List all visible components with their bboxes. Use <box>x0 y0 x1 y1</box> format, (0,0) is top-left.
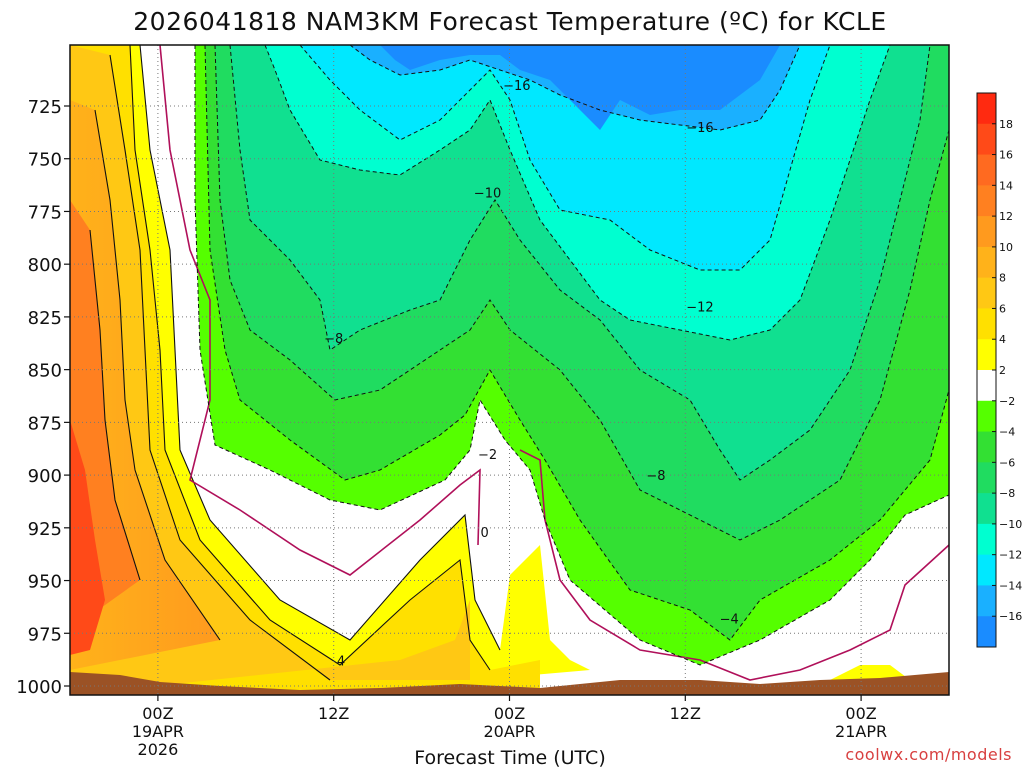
y-tick-label: 725 <box>28 97 62 118</box>
colorbar-label: −2 <box>999 395 1015 408</box>
y-axis: 725 750 775 800 825 850 875 900 925 950 975 1000 <box>16 97 70 698</box>
band-plus2-plus4 <box>70 45 540 695</box>
colorbar-swatch <box>977 585 996 617</box>
colorbar-swatch <box>977 493 996 525</box>
grid-lines <box>70 45 949 695</box>
colorbar-label: 4 <box>999 333 1006 346</box>
contour-label: −4 <box>720 613 739 628</box>
colorbar-label: 8 <box>999 272 1006 285</box>
colorbar-label: −8 <box>999 487 1015 500</box>
contour-minus2 <box>194 45 949 666</box>
colorbar-swatch <box>977 123 996 156</box>
x-tick-date: 21APR <box>835 722 887 741</box>
y-tick-label: 975 <box>28 624 62 645</box>
contour-minus10 <box>264 45 891 341</box>
contour-warm-4 <box>94 109 221 641</box>
colorbar-label: −4 <box>999 426 1015 439</box>
x-tick-date: 20APR <box>483 722 535 741</box>
y-tick-label: 850 <box>28 361 62 382</box>
band-plus4-plus6 <box>70 45 470 695</box>
y-tick-label: 875 <box>28 413 62 434</box>
contour-label: −8 <box>324 332 343 347</box>
contour-label: −16 <box>686 121 713 136</box>
colorbar-swatch <box>977 554 996 586</box>
contour-minus8 <box>229 45 931 481</box>
x-tick-label: 12Z <box>670 704 701 723</box>
y-tick-label: 825 <box>28 308 62 329</box>
colorbar-label: 2 <box>999 364 1006 377</box>
contour-minus12 <box>299 45 831 271</box>
colorbar-swatch <box>977 431 996 463</box>
x-tick-label: 00Z <box>494 704 525 723</box>
colorbar-swatch <box>977 185 996 217</box>
colorbar-label: 18 <box>999 118 1013 131</box>
x-tick-label: 12Z <box>318 704 349 723</box>
freezing-line-left <box>159 45 481 576</box>
y-tick-label: 1000 <box>16 677 62 698</box>
colorbar-swatch <box>977 523 996 556</box>
plot-area <box>70 45 949 695</box>
colorbar-swatch <box>977 277 996 309</box>
colorbar-label: −16 <box>999 610 1022 623</box>
colorbar-swatch <box>977 246 996 279</box>
ground-terrain <box>70 672 949 695</box>
chart-title: 2026041818 NAM3KM Forecast Temperature (… <box>133 7 886 36</box>
contour-warm-2 <box>129 45 491 671</box>
y-tick-label: 750 <box>28 150 62 171</box>
colorbar-label: −6 <box>999 456 1015 469</box>
colorbar-label: 14 <box>999 179 1013 192</box>
contour-label: −8 <box>646 469 665 484</box>
colorbar-label: 16 <box>999 149 1013 162</box>
band-below-minus16 <box>380 45 780 130</box>
contour-minus4 <box>204 45 949 641</box>
y-tick-label: 925 <box>28 519 62 540</box>
colorbar-swatch <box>977 308 996 340</box>
colorbar-label: 12 <box>999 210 1013 223</box>
x-tick-label: 00Z <box>142 704 173 723</box>
x-tick-label: 00Z <box>845 704 876 723</box>
y-tick-label: 950 <box>28 572 62 593</box>
freezing-line-right <box>519 449 949 681</box>
contour-warm-1 <box>139 45 501 651</box>
colorbar-swatch <box>977 339 996 371</box>
source-credit: coolwx.com/models <box>845 745 1012 764</box>
colorbar-label: 10 <box>999 241 1013 254</box>
contour-warm-3 <box>109 54 331 681</box>
contour-labels: −16 −16 −10 −12 −8 −2 −8 0 −4 4 <box>324 79 739 670</box>
contour-minus6 <box>214 45 949 541</box>
y-tick-label: 775 <box>28 202 62 223</box>
y-tick-label: 800 <box>28 255 62 276</box>
contour-minus14 <box>349 45 801 131</box>
colorbar-swatch <box>977 462 996 494</box>
colorbar-label: −12 <box>999 549 1022 562</box>
colorbar-swatch <box>977 216 996 248</box>
colorbar-label: 6 <box>999 302 1006 315</box>
colorbar-swatch <box>977 400 996 433</box>
colorbar-swatch <box>977 370 996 402</box>
band-plus14-plus18 <box>70 420 105 655</box>
contour-label: −16 <box>503 79 530 94</box>
colorbar-label: −10 <box>999 518 1022 531</box>
contour-label: −12 <box>686 300 713 315</box>
x-axis-label: Forecast Time (UTC) <box>414 747 605 768</box>
y-tick-label: 900 <box>28 466 62 487</box>
contour-label: 4 <box>337 655 345 670</box>
colorbar-swatch <box>977 154 996 186</box>
contour-label: −10 <box>474 186 501 201</box>
x-tick-date: 19APR <box>132 722 184 741</box>
colorbar-swatch <box>977 616 996 648</box>
band-late-warm-patch <box>830 665 910 680</box>
band-plus0-plus2 <box>70 45 590 695</box>
contour-label: 0 <box>480 526 488 541</box>
colorbar-label: −14 <box>999 579 1022 592</box>
contour-warm-5 <box>89 229 141 581</box>
colorbar-swatch <box>977 93 996 125</box>
x-tick-year: 2026 <box>138 740 179 759</box>
colorbar: 18 16 14 12 10 8 6 4 2 −2 −4 −6 −8 −10 −12 −14 −16 <box>976 92 1022 648</box>
contour-label: −2 <box>478 448 497 463</box>
